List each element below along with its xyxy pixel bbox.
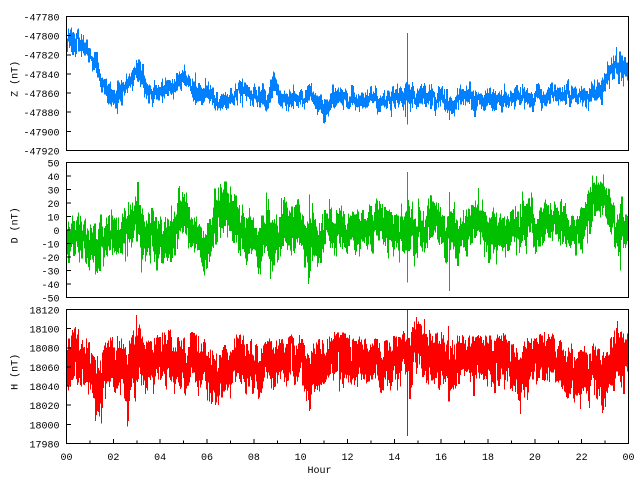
svg-text:Hour: Hour xyxy=(307,466,331,477)
svg-text:04: 04 xyxy=(154,453,166,464)
svg-text:-47860: -47860 xyxy=(23,90,59,101)
svg-text:-47780: -47780 xyxy=(23,13,59,24)
svg-text:-47900: -47900 xyxy=(23,128,59,139)
svg-text:-20: -20 xyxy=(41,254,59,265)
svg-text:18060: 18060 xyxy=(29,364,59,375)
svg-text:H (nT): H (nT) xyxy=(10,354,22,390)
svg-text:22: 22 xyxy=(576,453,588,464)
svg-text:18020: 18020 xyxy=(29,402,59,413)
svg-text:0: 0 xyxy=(53,227,59,238)
svg-text:10: 10 xyxy=(295,453,307,464)
svg-text:17980: 17980 xyxy=(29,440,59,451)
svg-text:08: 08 xyxy=(248,453,260,464)
svg-text:-50: -50 xyxy=(41,294,59,305)
svg-text:-47820: -47820 xyxy=(23,52,59,63)
svg-text:14: 14 xyxy=(388,453,400,464)
svg-text:02: 02 xyxy=(107,453,119,464)
svg-text:40: 40 xyxy=(47,173,59,184)
svg-text:10: 10 xyxy=(47,213,59,224)
svg-text:50: 50 xyxy=(47,159,59,170)
svg-text:Z (nT): Z (nT) xyxy=(10,61,22,97)
svg-text:00: 00 xyxy=(622,453,634,464)
svg-text:-47840: -47840 xyxy=(23,71,59,82)
svg-text:18: 18 xyxy=(482,453,494,464)
svg-text:18040: 18040 xyxy=(29,383,59,394)
svg-text:-47880: -47880 xyxy=(23,109,59,120)
svg-text:12: 12 xyxy=(341,453,353,464)
svg-text:-40: -40 xyxy=(41,281,59,292)
svg-text:18080: 18080 xyxy=(29,345,59,356)
svg-text:-30: -30 xyxy=(41,267,59,278)
svg-text:18000: 18000 xyxy=(29,421,59,432)
svg-text:30: 30 xyxy=(47,186,59,197)
svg-text:20: 20 xyxy=(529,453,541,464)
svg-text:20: 20 xyxy=(47,200,59,211)
svg-text:-47800: -47800 xyxy=(23,33,59,44)
svg-text:18100: 18100 xyxy=(29,326,59,337)
svg-text:18120: 18120 xyxy=(29,306,59,317)
svg-text:-47920: -47920 xyxy=(23,147,59,158)
svg-text:16: 16 xyxy=(435,453,447,464)
svg-text:-10: -10 xyxy=(41,240,59,251)
svg-text:00: 00 xyxy=(60,453,72,464)
svg-text:D (nT): D (nT) xyxy=(10,207,22,243)
svg-text:06: 06 xyxy=(201,453,213,464)
